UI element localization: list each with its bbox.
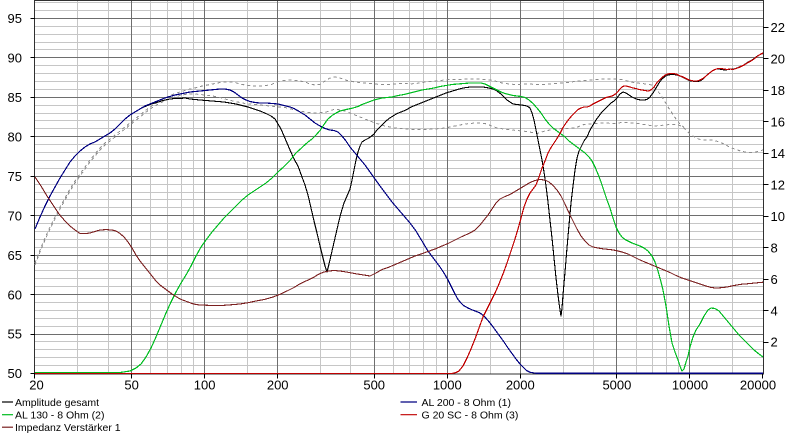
svg-text:50: 50 — [124, 378, 138, 393]
svg-text:Impedanz Verstärker 1: Impedanz Verstärker 1 — [15, 422, 121, 434]
svg-text:8: 8 — [771, 240, 778, 255]
svg-text:20: 20 — [771, 52, 785, 67]
svg-text:80: 80 — [8, 130, 22, 145]
svg-text:50: 50 — [8, 366, 22, 381]
svg-text:20000: 20000 — [740, 378, 776, 393]
svg-text:95: 95 — [8, 11, 22, 26]
svg-text:14: 14 — [771, 146, 785, 161]
svg-text:55: 55 — [8, 327, 22, 342]
svg-text:2000: 2000 — [506, 378, 535, 393]
svg-text:22: 22 — [771, 20, 785, 35]
svg-text:G 20 SC - 8 Ohm (3): G 20 SC - 8 Ohm (3) — [422, 410, 519, 422]
svg-text:12: 12 — [771, 178, 785, 193]
svg-text:AL 200 - 8 Ohm (1): AL 200 - 8 Ohm (1) — [422, 397, 511, 409]
svg-text:75: 75 — [8, 169, 22, 184]
svg-text:500: 500 — [363, 378, 385, 393]
svg-text:1000: 1000 — [433, 378, 462, 393]
svg-text:16: 16 — [771, 115, 785, 130]
svg-text:100: 100 — [194, 378, 216, 393]
svg-text:70: 70 — [8, 208, 22, 223]
svg-text:Amplitude gesamt: Amplitude gesamt — [15, 397, 99, 409]
svg-text:65: 65 — [8, 248, 22, 263]
svg-text:6: 6 — [771, 272, 778, 287]
svg-text:200: 200 — [267, 378, 289, 393]
svg-text:5000: 5000 — [602, 378, 631, 393]
svg-text:90: 90 — [8, 51, 22, 66]
svg-text:10: 10 — [771, 209, 785, 224]
svg-text:85: 85 — [8, 90, 22, 105]
svg-text:20: 20 — [29, 378, 43, 393]
svg-text:4: 4 — [771, 303, 778, 318]
svg-text:AL 130 - 8 Ohm (2): AL 130 - 8 Ohm (2) — [15, 410, 104, 422]
svg-text:60: 60 — [8, 287, 22, 302]
svg-text:10000: 10000 — [672, 378, 708, 393]
svg-text:18: 18 — [771, 83, 785, 98]
svg-text:2: 2 — [771, 335, 778, 350]
